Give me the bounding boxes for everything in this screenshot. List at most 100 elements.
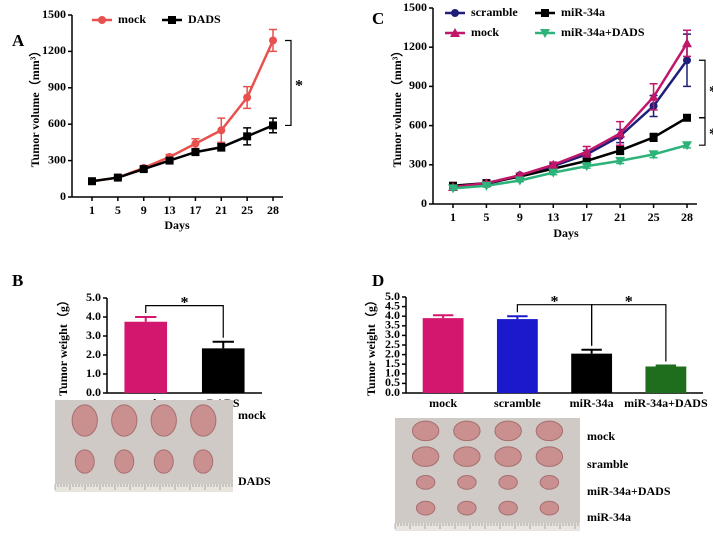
- tumor: [539, 475, 560, 490]
- y-tick-label: 0: [421, 196, 427, 210]
- tumor: [539, 500, 560, 516]
- bar: [571, 353, 613, 393]
- legend-label: miR-34a: [561, 5, 605, 19]
- significance: *: [551, 293, 559, 310]
- bracket: [285, 39, 292, 127]
- significance: *: [295, 78, 303, 95]
- marker: [541, 9, 549, 17]
- marker: [450, 28, 460, 37]
- marker: [98, 16, 106, 24]
- line: [91, 124, 274, 183]
- significance: *: [709, 126, 713, 143]
- x-tick-label: 1: [450, 210, 456, 224]
- photo-label: miR-34a+DADS: [587, 484, 671, 498]
- marker: [683, 56, 691, 65]
- y-axis-label: Tumor volume（mm³）: [389, 45, 404, 168]
- y-tick-label: 3.0: [86, 328, 101, 342]
- x-tick-label: 5: [115, 203, 121, 217]
- ruler: [55, 484, 233, 492]
- marker: [581, 162, 592, 172]
- marker: [269, 121, 277, 130]
- x-tick-label: 9: [517, 210, 523, 224]
- error-bar: [212, 340, 234, 349]
- significance: *: [709, 84, 713, 101]
- y-tick-label: 600: [48, 116, 66, 130]
- x-axis-label: Days: [164, 218, 190, 232]
- marker: [481, 181, 492, 191]
- y-axis-label: Tumor weight（g）: [363, 294, 378, 396]
- tumor: [457, 500, 477, 516]
- y-tick-label: 4.0: [86, 309, 101, 323]
- marker: [682, 141, 692, 151]
- x-tick-label: 1: [89, 203, 95, 217]
- bracket: [591, 304, 667, 362]
- y-tick-label: 1500: [403, 0, 427, 14]
- bar: [201, 348, 245, 393]
- photo-label: DADS: [238, 474, 271, 488]
- x-tick-label: 9: [141, 203, 147, 217]
- y-axis-label: Tumor weight（g）: [55, 294, 70, 396]
- y-tick-label: 900: [409, 78, 427, 92]
- x-tick-label: scramble: [494, 396, 541, 410]
- y-tick-label: 5.0: [385, 289, 400, 303]
- marker: [540, 29, 550, 38]
- tumor: [71, 404, 98, 437]
- marker: [548, 159, 559, 169]
- tumor: [535, 420, 564, 442]
- marker: [88, 177, 96, 186]
- significance: *: [181, 294, 189, 311]
- x-tick-label: 28: [681, 210, 693, 224]
- x-tick-label: 5: [483, 210, 489, 224]
- marker: [168, 16, 176, 24]
- y-tick-label: 0: [60, 189, 66, 203]
- y-tick-label: 2.0: [86, 347, 101, 361]
- tumor: [453, 446, 481, 467]
- marker: [648, 150, 659, 160]
- marker: [682, 38, 692, 48]
- y-tick-label: 1.0: [385, 366, 400, 380]
- ruler: [395, 523, 580, 531]
- bracket: [699, 117, 706, 146]
- tumor: [111, 404, 138, 437]
- tumor: [494, 446, 522, 467]
- x-tick-label: miR-34a+DADS: [624, 396, 708, 410]
- y-tick-label: 4.0: [385, 308, 400, 322]
- y-tick-label: 0.5: [385, 375, 400, 389]
- y-tick-label: 1.5: [385, 356, 400, 370]
- x-tick-label: 21: [215, 203, 227, 217]
- tumor: [453, 420, 481, 442]
- marker: [648, 91, 659, 101]
- marker: [269, 36, 277, 45]
- tumor: [153, 449, 174, 474]
- significance: *: [625, 293, 633, 310]
- tumor: [74, 449, 95, 474]
- photo-label: mock: [238, 408, 266, 422]
- x-tick-label: 21: [614, 210, 626, 224]
- bar: [124, 321, 168, 393]
- marker: [683, 113, 691, 122]
- marker: [582, 156, 591, 165]
- tumor: [415, 475, 436, 490]
- x-tick-label: 17: [581, 210, 593, 224]
- line: [452, 143, 688, 190]
- x-axis-label: Days: [553, 226, 579, 240]
- tumor: [190, 404, 217, 437]
- tumor: [498, 475, 518, 490]
- legend-label: mock: [118, 12, 146, 26]
- marker: [451, 9, 459, 17]
- line: [91, 39, 275, 183]
- photo-label: miR-34a: [587, 510, 631, 524]
- y-tick-label: 600: [409, 117, 427, 131]
- y-tick-label: 300: [48, 152, 66, 166]
- line: [452, 59, 689, 189]
- y-tick-label: 1200: [403, 39, 427, 53]
- y-tick-label: 1.0: [86, 366, 101, 380]
- photo-label: mock: [587, 429, 615, 443]
- y-tick-label: 900: [48, 80, 66, 94]
- x-tick-label: mock: [429, 396, 457, 410]
- bar: [422, 318, 464, 393]
- bar: [645, 366, 687, 393]
- panel-label: C: [372, 9, 384, 28]
- tumor: [415, 500, 436, 516]
